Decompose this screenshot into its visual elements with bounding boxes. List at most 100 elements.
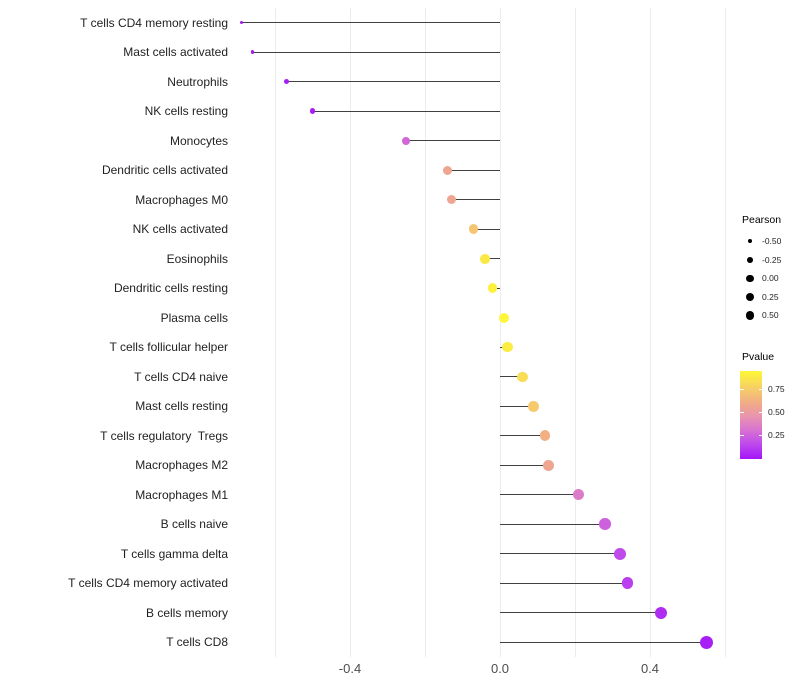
category-label: Dendritic cells resting (113, 281, 228, 296)
category-label: T cells CD8 (166, 635, 228, 650)
category-label: Mast cells activated (123, 45, 228, 60)
pvalue-colorbar-tick (740, 435, 744, 437)
lollipop-dot (621, 577, 634, 590)
category-label: NK cells activated (132, 222, 228, 237)
lollipop-dot (655, 606, 668, 619)
pearson-legend-label: -0.50 (762, 236, 782, 247)
lollipop-dot (402, 136, 411, 145)
pearson-legend-entry: 0.25 (742, 288, 800, 307)
lollipop-stem (451, 199, 500, 201)
lollipop-stem (447, 169, 500, 171)
lollipop-dot (614, 547, 626, 560)
category-label: Macrophages M1 (135, 487, 228, 502)
lollipop-stem (500, 405, 534, 407)
lollipop-stem (500, 641, 707, 643)
pearson-legend-entry: 0.50 (742, 306, 800, 325)
pearson-legend-dot-icon (746, 274, 754, 282)
lollipop-dot (539, 430, 551, 442)
lollipop-dot (239, 21, 243, 25)
lollipop-stem (252, 51, 500, 53)
x-axis-tick-label: 0.0 (490, 661, 510, 676)
lollipop-dot (543, 459, 555, 471)
pvalue-legend-title: Pvalue (742, 350, 775, 363)
pearson-size-legend: Pearson -0.50 -0.25 0.00 0.25 0.50 (742, 214, 800, 325)
pearson-legend-dot-icon (746, 292, 754, 301)
x-axis-tick-label: -0.4 (338, 661, 362, 676)
pearson-legend-entry: -0.50 (742, 232, 800, 251)
lollipop-dot (309, 108, 316, 115)
pearson-legend-dot-icon (747, 256, 753, 263)
pearson-legend-entries: -0.50 -0.25 0.00 0.25 0.50 (742, 232, 800, 325)
lollipop-stem (286, 81, 500, 83)
lollipop-dot (573, 489, 585, 501)
gridline-vertical (499, 8, 501, 657)
lollipop-dot (283, 79, 289, 85)
lollipop-dot (487, 283, 498, 294)
pvalue-colorbar-wrap: 0.75 0.50 0.25 (740, 370, 800, 463)
lollipop-stem (500, 376, 523, 378)
lollipop-stem (500, 435, 545, 437)
lollipop-dot (599, 518, 611, 531)
pvalue-colorbar (740, 370, 762, 459)
lollipop-stem (406, 140, 500, 142)
lollipop-dot (250, 50, 255, 55)
lollipop-dot (517, 371, 528, 382)
lollipop-dot (468, 224, 479, 234)
category-label: NK cells resting (144, 104, 228, 119)
category-label: T cells CD4 naive (134, 369, 228, 384)
pearson-legend-dot-icon (745, 310, 755, 320)
pearson-legend-dot-icon (747, 239, 753, 244)
lollipop-stem (485, 258, 500, 260)
lollipop-dot (480, 253, 490, 264)
lollipop-stem (500, 612, 662, 614)
category-label: T cells follicular helper (109, 340, 229, 355)
category-label: Macrophages M2 (135, 458, 228, 473)
category-label: Neutrophils (167, 74, 228, 89)
gridline-vertical (724, 8, 726, 657)
gridline-vertical (574, 8, 576, 657)
lollipop-stem (500, 553, 620, 555)
gridline-vertical (349, 8, 351, 657)
lollipop-stem (500, 523, 605, 525)
pvalue-colorbar-tick (758, 435, 762, 437)
category-label: T cells CD4 memory activated (68, 576, 228, 591)
pearson-legend-label: 0.00 (762, 273, 779, 284)
category-label: Eosinophils (166, 251, 228, 266)
category-label: Plasma cells (160, 310, 228, 325)
lollipop-dot (498, 312, 509, 323)
lollipop-stem (312, 110, 500, 112)
pvalue-colorbar-tick (740, 412, 744, 414)
category-label: T cells regulatory Tregs (100, 428, 228, 443)
pvalue-color-legend: Pvalue 0.75 0.50 0.25 (740, 350, 800, 463)
lollipop-stem (241, 22, 500, 24)
pearson-legend-title: Pearson (742, 214, 782, 226)
lollipop-dot (528, 400, 539, 412)
pvalue-colorbar-tick (740, 389, 744, 391)
lollipop-dot (502, 342, 513, 353)
category-label: Macrophages M0 (135, 192, 228, 207)
category-label: B cells naive (160, 517, 228, 532)
lollipop-stem (500, 582, 628, 584)
category-label: T cells gamma delta (120, 546, 228, 561)
category-label: T cells CD4 memory resting (80, 15, 228, 30)
pearson-legend-entry: -0.25 (742, 251, 800, 270)
pearson-legend-entry: 0.00 (742, 269, 800, 288)
lollipop-stem (473, 228, 500, 230)
lollipop-stem (500, 464, 549, 466)
pvalue-colorbar-tick (758, 389, 762, 391)
gridline-vertical (274, 8, 276, 657)
lollipop-dot (442, 165, 452, 175)
category-label: B cells memory (145, 605, 228, 620)
lollipop-stem (500, 494, 579, 496)
pearson-legend-label: 0.25 (762, 291, 779, 302)
gridline-vertical (649, 8, 651, 657)
category-label: Dendritic cells activated (101, 163, 228, 178)
pvalue-tick-label: 0.25 (768, 430, 785, 441)
pvalue-tick-label: 0.75 (768, 384, 785, 395)
lollipop-dot (699, 635, 713, 649)
category-label: Monocytes (169, 133, 228, 148)
pvalue-colorbar-tick (758, 412, 762, 414)
gridline-vertical (424, 8, 426, 657)
lollipop-dot (446, 195, 456, 205)
